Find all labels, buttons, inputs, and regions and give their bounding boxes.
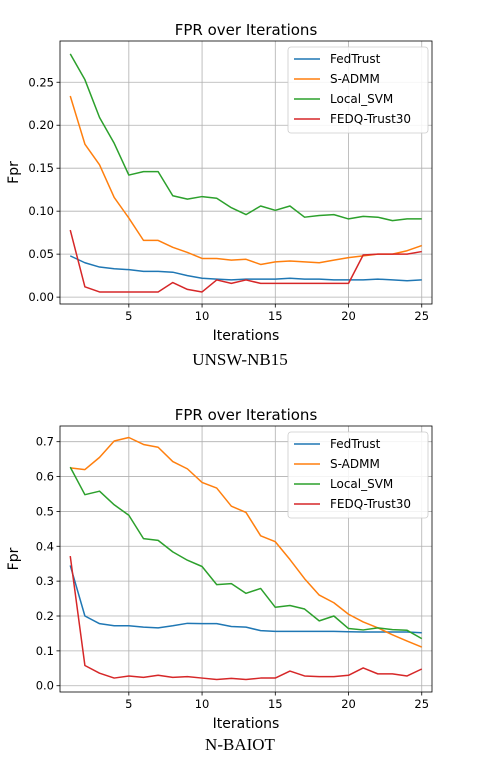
chart-1: 5 10 15 20 25 0.00 0.05 0.10 0.15 0.20 0.25 FPR ove…	[6, 21, 433, 344]
y-tick-label: 0.1	[36, 644, 54, 658]
series-line-s-admm	[70, 436, 423, 648]
caption-n-baiot: N-BAIOT	[205, 735, 275, 754]
legend-box	[287, 46, 429, 134]
y-tick-label: 0.20	[28, 118, 54, 132]
x-axis-label: Iterations	[213, 328, 280, 344]
y-tick-label: 0.4	[36, 539, 54, 553]
x-tick-label: 20	[341, 697, 356, 711]
y-tick-label: 0.00	[28, 290, 54, 304]
caption-unsw-nb15: UNSW-NB15	[192, 350, 288, 369]
y-axis-label: Fpr	[6, 161, 22, 184]
y-axis-label: Fpr	[6, 547, 22, 570]
legend-box	[287, 431, 429, 519]
legend-label: FEDQ-Trust30	[330, 112, 411, 126]
plot-frame	[59, 425, 433, 693]
y-tick-label: 0.6	[36, 470, 54, 484]
plot-frame	[59, 40, 433, 305]
chart-2: 5 10 15 20 25 0.0 0.1 0.2 0.3 0.4 0.5 0.6 0.7 FPR ove…	[6, 406, 433, 732]
series-line-fedtrust	[69, 565, 422, 634]
y-tick-label: 0.7	[36, 435, 54, 449]
legend-label: FedTrust	[330, 437, 381, 451]
legend-label: FedTrust	[330, 52, 381, 66]
legend-label: S-ADMM	[330, 457, 380, 471]
x-tick-label: 25	[414, 697, 429, 711]
y-tick-label: 0.5	[36, 504, 54, 518]
series-line-fedq-trust30	[69, 555, 423, 681]
y-tick-label: 0.0	[36, 679, 54, 693]
y-tick-label: 0.25	[28, 75, 54, 89]
legend: FedTrust S-ADMM Local_SVM FEDQ-Trust30	[287, 431, 429, 519]
y-tick-label: 0.15	[28, 161, 54, 175]
y-tick-label: 0.2	[36, 609, 54, 623]
x-tick-label: 20	[341, 309, 356, 323]
x-tick-label: 25	[414, 309, 429, 323]
legend-label: Local_SVM	[330, 477, 393, 491]
series-line-local-svm	[69, 466, 423, 640]
x-tick-label: 15	[268, 309, 283, 323]
legend-label: Local_SVM	[330, 92, 393, 106]
legend: FedTrust S-ADMM Local_SVM FEDQ-Trust30	[287, 46, 429, 134]
y-tick-label: 0.05	[28, 247, 54, 261]
series-line-fedq-trust30	[69, 229, 422, 293]
x-tick-label: 10	[195, 697, 210, 711]
legend-label: S-ADMM	[330, 72, 380, 86]
chart-title: FPR over Iterations	[175, 406, 318, 424]
x-tick-label: 15	[268, 697, 283, 711]
x-tick-label: 10	[195, 309, 210, 323]
series-line-local-svm	[69, 53, 422, 222]
y-tick-label: 0.3	[36, 574, 54, 588]
legend-label: FEDQ-Trust30	[330, 497, 411, 511]
y-tick-label: 0.10	[28, 204, 54, 218]
x-axis-label: Iterations	[213, 716, 280, 732]
series-line-fedtrust	[69, 255, 422, 282]
x-tick-label: 5	[125, 309, 132, 323]
x-tick-label: 5	[125, 697, 132, 711]
chart-title: FPR over Iterations	[175, 21, 318, 39]
